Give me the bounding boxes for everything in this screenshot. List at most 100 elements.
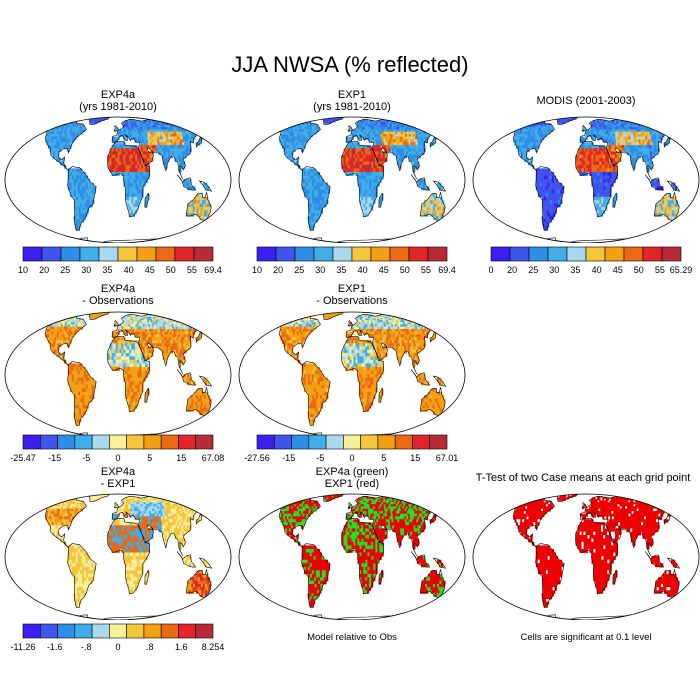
colorbar-swatch xyxy=(528,246,549,262)
page-title: JJA NWSA (% reflected) xyxy=(231,52,469,77)
colorbar-swatch xyxy=(91,434,110,450)
colorbar-swatch xyxy=(91,623,110,639)
colorbar-tick-label: 40 xyxy=(124,265,134,275)
colorbar-swatch xyxy=(109,434,127,450)
colorbar-tick-label: -15 xyxy=(48,453,61,463)
panel-title-line1: MODIS (2001-2003) xyxy=(536,95,636,107)
colorbar-swatch xyxy=(160,623,179,639)
colorbar-tick-label: 35 xyxy=(336,265,346,275)
colorbar-tick-label: 35 xyxy=(102,265,112,275)
colorbar-swatch xyxy=(408,246,429,262)
colorbar-swatch xyxy=(178,434,197,450)
colorbar-tick-label: 5 xyxy=(147,453,152,463)
colorbar-swatch xyxy=(490,246,511,262)
colorbar-swatch xyxy=(60,246,81,262)
panel-title-modis: MODIS (2001-2003) xyxy=(471,95,700,107)
colorbar-swatch xyxy=(343,434,361,450)
panel-title-line1: EXP1 xyxy=(337,89,367,101)
colorbar-swatch xyxy=(126,434,145,450)
panel-note-green_red: Model relative to Obs xyxy=(307,632,397,643)
colorbar-swatch xyxy=(370,246,391,262)
colorbar-tick-label: 55 xyxy=(421,265,431,275)
colorbar-tick-label: 35 xyxy=(570,265,580,275)
colorbar-tick-label: 45 xyxy=(613,265,623,275)
panel-title-line2: - EXP1 xyxy=(100,478,136,490)
colorbar-tick-label: -.8 xyxy=(81,642,92,652)
colorbar-swatch xyxy=(178,623,197,639)
colorbar-swatch xyxy=(160,434,179,450)
colorbar-tick-label: .8 xyxy=(146,642,154,652)
colorbar-tick-label: 0 xyxy=(115,453,120,463)
panel-title-ttest: T-Test of two Case means at each grid po… xyxy=(463,472,700,484)
colorbar-exp1_obs: -27.56 -15 -5 0 5 15 67.01 xyxy=(244,434,459,463)
colorbar-tick-label: -5 xyxy=(82,453,90,463)
colorbar-tick-label: 10 xyxy=(252,265,262,275)
panel-title-line1: EXP4a xyxy=(100,466,136,478)
colorbar-tick-label: -5 xyxy=(316,453,324,463)
colorbar-swatch xyxy=(509,246,530,262)
colorbar-swatch xyxy=(547,246,568,262)
colorbar-swatch xyxy=(325,434,344,450)
colorbar-tick-label: 67.01 xyxy=(436,453,459,463)
colorbar-tick-label: 0 xyxy=(115,642,120,652)
colorbar-swatch xyxy=(117,246,138,262)
panel-title-exp1: EXP1 (yrs 1981-2010) xyxy=(237,89,467,113)
colorbar-tick-label: 67.08 xyxy=(202,453,225,463)
colorbar-exp4a_obs: -25.47 -15 -5 0 5 15 67.08 xyxy=(10,434,225,463)
colorbar-tick-label: 20 xyxy=(507,265,517,275)
colorbar-tick-label: -25.47 xyxy=(10,453,36,463)
colorbar-tick-label: 0 xyxy=(349,453,354,463)
map-ttest xyxy=(472,493,700,620)
colorbar-swatch xyxy=(585,246,606,262)
map-exp4a_obs xyxy=(4,311,232,438)
colorbar-swatch xyxy=(143,434,162,450)
colorbar-swatch xyxy=(174,246,195,262)
colorbar-tick-label: 55 xyxy=(187,265,197,275)
colorbar-swatch xyxy=(661,246,682,262)
colorbar-swatch xyxy=(623,246,644,262)
colorbar-swatch xyxy=(74,623,93,639)
panel-title-exp4a_obs: EXP4a - Observations xyxy=(3,283,233,307)
colorbar-tick-label: -1.6 xyxy=(47,642,63,652)
panel-title-exp4a: EXP4a (yrs 1981-2010) xyxy=(3,89,233,113)
colorbar-tick-label: 55 xyxy=(655,265,665,275)
panel-title-line1: EXP4a xyxy=(100,89,136,101)
colorbar-swatch xyxy=(195,623,214,639)
colorbar-tick-label: 10 xyxy=(18,265,28,275)
panel-title-line2: - Observations xyxy=(82,295,154,307)
colorbar-swatch xyxy=(294,246,315,262)
colorbar-swatch xyxy=(642,246,663,262)
colorbar-swatch xyxy=(22,623,41,639)
colorbar-swatch xyxy=(193,246,214,262)
colorbar-swatch xyxy=(394,434,413,450)
colorbar-swatch xyxy=(313,246,334,262)
colorbar-tick-label: 50 xyxy=(166,265,176,275)
colorbar-swatch xyxy=(109,623,127,639)
colorbar-swatch xyxy=(57,434,76,450)
panel-title-line1: EXP1 xyxy=(337,283,367,295)
panel-title-line1: EXP4a xyxy=(100,283,136,295)
colorbar-tick-label: 30 xyxy=(549,265,559,275)
colorbar-tick-label: -11.26 xyxy=(11,642,36,652)
panel-title-exp1_obs: EXP1- Observations xyxy=(237,283,467,307)
colorbar-swatch xyxy=(41,246,62,262)
colorbar-swatch xyxy=(604,246,625,262)
colorbar-swatch xyxy=(39,434,58,450)
colorbar-swatch xyxy=(256,434,275,450)
colorbar-tick-label: 69.4 xyxy=(438,265,456,275)
colorbar-tick-label: 50 xyxy=(634,265,644,275)
colorbar-modis: 0 20 25 30 35 40 45 50 55 65.29 xyxy=(488,246,692,275)
colorbar-exp4a: 10 20 25 30 35 40 45 50 55 69.4 xyxy=(18,246,222,275)
colorbar-swatch xyxy=(389,246,410,262)
colorbar-tick-label: 20 xyxy=(273,265,283,275)
colorbar-swatch xyxy=(360,434,379,450)
colorbar-swatch xyxy=(22,434,41,450)
panel-note-ttest: Cells are significant at 0.1 level xyxy=(520,632,652,643)
colorbar-swatch xyxy=(429,434,448,450)
colorbar-tick-label: 15 xyxy=(176,453,186,463)
colorbar-swatch xyxy=(143,623,162,639)
panel-title-line2: EXP1 (red) xyxy=(324,478,380,490)
colorbar-tick-label: 25 xyxy=(60,265,70,275)
colorbar-tick-label: 40 xyxy=(592,265,602,275)
panel-title-line1: EXP4a (green) xyxy=(315,466,389,478)
